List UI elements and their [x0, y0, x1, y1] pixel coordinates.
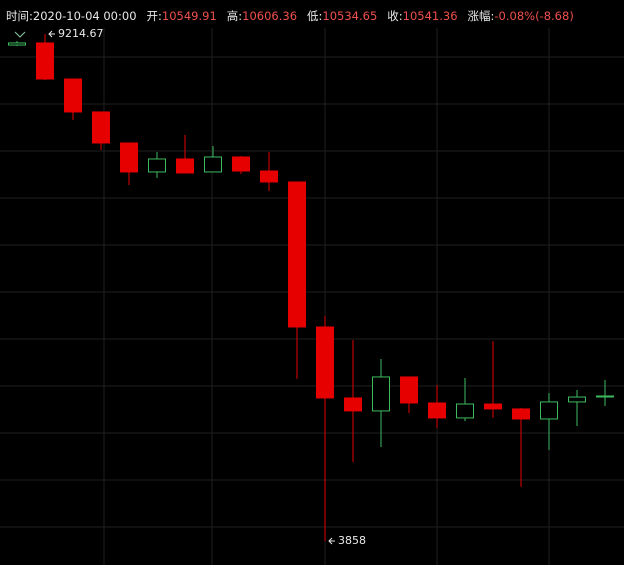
info-value: 10549.91 [161, 9, 217, 23]
candle-body [92, 111, 110, 144]
info-label: 涨幅: [467, 9, 495, 23]
info-value: 2020-10-04 00:00 [32, 9, 137, 23]
info-label: 收: [387, 9, 403, 23]
arrow-icon [328, 537, 335, 545]
extreme-label: 9214.67 [58, 27, 104, 40]
info-label: 开: [146, 9, 162, 23]
candle-body [344, 397, 362, 412]
candle-body [568, 396, 586, 403]
extreme-label: 3858 [338, 534, 366, 547]
candle-body [8, 42, 26, 46]
candle-body [512, 408, 530, 420]
info-value: -0.08%(-8.68) [494, 9, 574, 23]
info-item: 开:10549.91 [147, 8, 217, 24]
candle-body [540, 401, 558, 420]
info-item: 收:10541.36 [387, 8, 457, 24]
candle-body [484, 403, 502, 410]
marker-icon [14, 31, 26, 38]
info-item: 时间:2020-10-04 00:00 [6, 8, 137, 24]
candle-body [372, 376, 390, 412]
candle-body [204, 156, 222, 173]
info-bar: 时间:2020-10-04 00:00 开:10549.91 高:10606.36 低… [6, 8, 574, 24]
arrow-icon [48, 30, 55, 38]
candle-body [260, 170, 278, 183]
grid [0, 28, 624, 565]
candle-body [64, 78, 82, 113]
info-item: 高:10606.36 [227, 8, 297, 24]
info-value: 10541.36 [402, 9, 458, 23]
candle-body [316, 326, 334, 399]
info-value: 10534.65 [322, 9, 378, 23]
candle-body [232, 156, 250, 172]
candle-body [176, 158, 194, 174]
info-item: 涨幅:-0.08%(-8.68) [468, 8, 574, 24]
candle-body [400, 376, 418, 404]
info-label: 时间: [6, 9, 33, 23]
candle-body [428, 402, 446, 419]
candle-body [36, 42, 54, 80]
candle-body [596, 395, 614, 398]
info-item: 低:10534.65 [307, 8, 377, 24]
info-label: 低: [307, 9, 323, 23]
candle-body [288, 181, 306, 328]
candle-body [148, 158, 166, 173]
info-value: 10606.36 [242, 9, 298, 23]
candle-body [456, 403, 474, 419]
candle-body [120, 142, 138, 173]
info-label: 高: [226, 9, 243, 23]
